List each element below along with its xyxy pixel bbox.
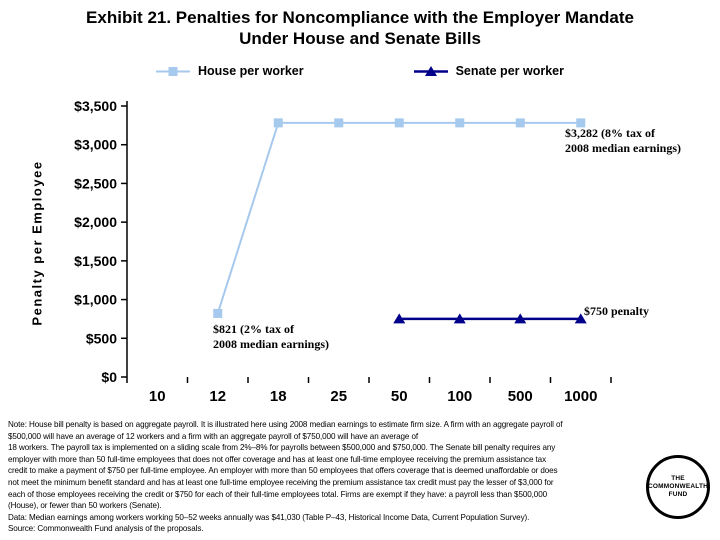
footnote-data: Data: Median earnings among workers work… bbox=[8, 512, 530, 522]
svg-text:$0: $0 bbox=[101, 369, 117, 385]
logo-text: THE COMMONWEALTH FUND bbox=[647, 475, 709, 498]
chart-plot: $0 $500 $1,000 $1,500 $2,000 $2,500 $3,000 $3,5… bbox=[74, 98, 612, 405]
svg-text:$2,500: $2,500 bbox=[74, 175, 117, 191]
svg-text:10: 10 bbox=[149, 388, 166, 405]
legend-item-senate: Senate per worker bbox=[413, 64, 564, 78]
commonwealth-fund-logo: THE COMMONWEALTH FUND bbox=[646, 455, 710, 519]
footnote-note: Note: House bill penalty is based on agg… bbox=[8, 420, 563, 511]
annotation-house-821: $821 (2% tax of 2008 median earnings) bbox=[213, 322, 330, 351]
svg-text:$500: $500 bbox=[86, 330, 117, 346]
svg-text:500: 500 bbox=[508, 388, 533, 405]
legend-item-house: House per worker bbox=[156, 64, 304, 78]
footnote: Note: House bill penalty is based on agg… bbox=[8, 419, 708, 535]
svg-text:50: 50 bbox=[391, 388, 408, 405]
svg-text:$3,000: $3,000 bbox=[74, 137, 117, 153]
svg-text:18: 18 bbox=[270, 388, 287, 405]
svg-text:25: 25 bbox=[330, 388, 347, 405]
footnote-source: Source: Commonwealth Fund analysis of th… bbox=[8, 524, 204, 534]
svg-text:$1,000: $1,000 bbox=[74, 292, 117, 308]
house-series-swatch-icon bbox=[156, 66, 190, 76]
senate-series-swatch-icon bbox=[413, 65, 448, 76]
legend-label-house: House per worker bbox=[198, 64, 304, 78]
svg-text:$2,000: $2,000 bbox=[74, 214, 117, 230]
svg-text:12: 12 bbox=[209, 388, 226, 405]
legend-label-senate: Senate per worker bbox=[455, 64, 564, 78]
svg-text:$1,500: $1,500 bbox=[74, 253, 117, 269]
annotation-house-3282: $3,282 (8% tax of 2008 median earnings) bbox=[565, 126, 682, 155]
legend: House per worker Senate per worker bbox=[0, 64, 720, 78]
annotation-senate-750: $750 penalty bbox=[584, 304, 650, 318]
svg-text:$3,500: $3,500 bbox=[74, 98, 117, 114]
chart-title: Exhibit 21. Penalties for Noncompliance … bbox=[86, 8, 634, 48]
svg-text:1000: 1000 bbox=[564, 388, 597, 405]
svg-text:100: 100 bbox=[447, 388, 472, 405]
